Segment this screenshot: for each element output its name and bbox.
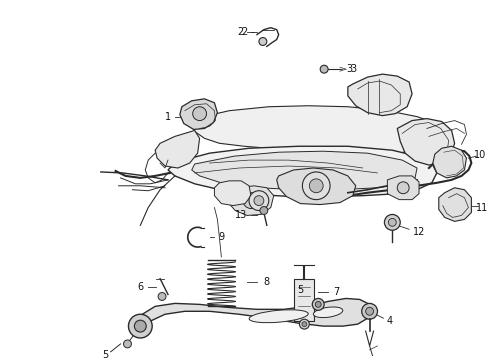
Polygon shape xyxy=(397,118,455,165)
Text: 1: 1 xyxy=(165,112,171,122)
Circle shape xyxy=(312,298,324,310)
Circle shape xyxy=(315,301,321,307)
Text: 3: 3 xyxy=(351,64,357,74)
Circle shape xyxy=(123,340,131,348)
Ellipse shape xyxy=(314,307,343,318)
Circle shape xyxy=(397,182,409,194)
Circle shape xyxy=(302,172,330,200)
Polygon shape xyxy=(388,176,419,200)
Text: 4: 4 xyxy=(386,316,392,326)
Polygon shape xyxy=(192,151,417,190)
Polygon shape xyxy=(133,298,372,331)
Circle shape xyxy=(385,215,400,230)
Polygon shape xyxy=(155,130,199,168)
Polygon shape xyxy=(168,146,437,197)
Polygon shape xyxy=(192,106,447,154)
Circle shape xyxy=(320,65,328,73)
Text: 12: 12 xyxy=(413,227,425,237)
Polygon shape xyxy=(180,99,218,130)
Circle shape xyxy=(249,191,269,211)
Circle shape xyxy=(158,293,166,301)
Circle shape xyxy=(299,319,309,329)
Ellipse shape xyxy=(249,310,308,323)
Circle shape xyxy=(260,207,268,215)
Text: 5: 5 xyxy=(297,284,303,294)
Text: 13: 13 xyxy=(235,211,247,220)
Circle shape xyxy=(193,107,207,121)
Polygon shape xyxy=(277,168,356,204)
Text: 6: 6 xyxy=(137,282,144,292)
Circle shape xyxy=(259,37,267,45)
Text: 3: 3 xyxy=(347,64,353,74)
Polygon shape xyxy=(439,188,471,221)
Text: 8: 8 xyxy=(264,276,270,287)
Text: 2: 2 xyxy=(237,27,243,37)
Text: 11: 11 xyxy=(476,203,489,212)
Circle shape xyxy=(254,196,264,206)
Circle shape xyxy=(309,179,323,193)
Text: 10: 10 xyxy=(474,150,487,160)
Circle shape xyxy=(243,193,259,208)
Circle shape xyxy=(134,320,146,332)
Polygon shape xyxy=(294,279,314,321)
Polygon shape xyxy=(227,186,274,215)
Circle shape xyxy=(366,307,373,315)
Polygon shape xyxy=(215,181,251,206)
Polygon shape xyxy=(348,74,412,116)
Text: 7: 7 xyxy=(333,287,339,297)
Circle shape xyxy=(362,303,377,319)
Text: 9: 9 xyxy=(219,232,224,242)
Text: 2: 2 xyxy=(241,27,247,37)
Circle shape xyxy=(128,314,152,338)
Polygon shape xyxy=(433,146,466,178)
Circle shape xyxy=(389,219,396,226)
Circle shape xyxy=(302,322,307,327)
Text: 5: 5 xyxy=(102,350,109,360)
